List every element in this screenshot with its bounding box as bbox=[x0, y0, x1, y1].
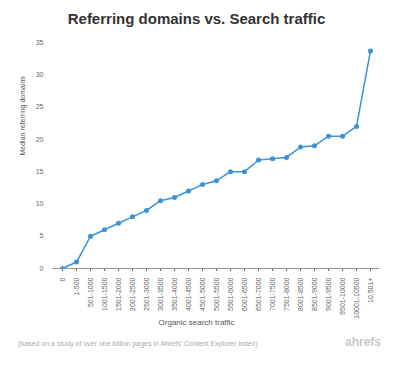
svg-text:2001-2500: 2001-2500 bbox=[129, 277, 136, 311]
svg-text:10: 10 bbox=[36, 200, 44, 207]
svg-text:3001-3500: 3001-3500 bbox=[157, 277, 164, 311]
svg-text:1-500: 1-500 bbox=[73, 277, 80, 295]
svg-text:3501-4000: 3501-4000 bbox=[171, 277, 178, 311]
svg-text:8001-8500: 8001-8500 bbox=[297, 277, 304, 311]
svg-text:2501-3000: 2501-3000 bbox=[143, 277, 150, 311]
svg-text:15: 15 bbox=[36, 168, 44, 175]
svg-text:Median referring domains: Median referring domains bbox=[19, 76, 27, 156]
svg-text:7001-7500: 7001-7500 bbox=[269, 277, 276, 311]
svg-text:9501-10000: 9501-10000 bbox=[339, 277, 346, 314]
svg-text:4501-5000: 4501-5000 bbox=[199, 277, 206, 311]
svg-text:5501-6000: 5501-6000 bbox=[227, 277, 234, 311]
svg-text:7501-8000: 7501-8000 bbox=[283, 277, 290, 311]
svg-text:6001-6500: 6001-6500 bbox=[241, 277, 248, 311]
svg-text:0: 0 bbox=[40, 265, 44, 272]
svg-text:1001-1500: 1001-1500 bbox=[101, 277, 108, 311]
svg-text:5: 5 bbox=[40, 232, 44, 239]
svg-text:5001-5500: 5001-5500 bbox=[213, 277, 220, 311]
svg-text:501-1000: 501-1000 bbox=[87, 277, 94, 307]
svg-text:10001-10500: 10001-10500 bbox=[353, 277, 360, 318]
svg-text:10,501+: 10,501+ bbox=[367, 278, 374, 304]
svg-text:8501-9000: 8501-9000 bbox=[311, 277, 318, 311]
svg-text:6501-7000: 6501-7000 bbox=[255, 277, 262, 311]
html-text:Organic search traffic: Organic search traffic bbox=[158, 318, 235, 327]
svg-text:9001-9500: 9001-9500 bbox=[325, 277, 332, 311]
svg-text:35: 35 bbox=[36, 39, 44, 46]
svg-text:0: 0 bbox=[59, 277, 66, 281]
svg-text:25: 25 bbox=[36, 103, 44, 110]
svg-text:1501-2000: 1501-2000 bbox=[115, 277, 122, 311]
html-text:(based on a study of over one: (based on a study of over one billion pa… bbox=[18, 340, 258, 347]
svg-text:20: 20 bbox=[36, 136, 44, 143]
html-text:Referring domains vs. Search t: Referring domains vs. Search traffic bbox=[67, 10, 326, 27]
svg-text:30: 30 bbox=[36, 71, 44, 78]
html-text:ahrefs: ahrefs bbox=[345, 335, 381, 349]
svg-text:4001-4500: 4001-4500 bbox=[185, 277, 192, 311]
